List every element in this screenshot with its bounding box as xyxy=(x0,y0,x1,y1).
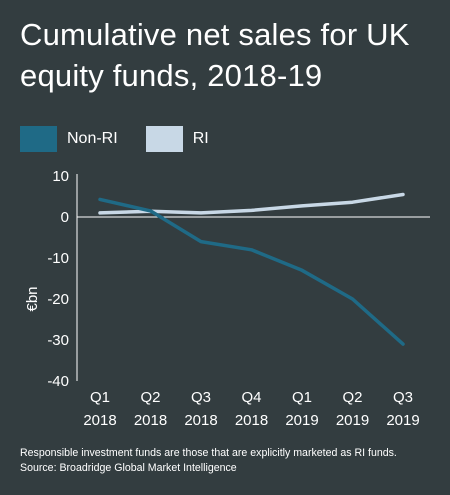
x-tick-quarter: Q3 xyxy=(191,389,211,406)
x-tick-label: Q4 2018 xyxy=(235,389,268,429)
line-chart: 10 0 -10 -20 -30 -40 €bn Q1 2018 Q2 2018 Q3 2018 Q4 20… xyxy=(24,168,430,429)
chart-title: Cumulative net sales for UK equity funds… xyxy=(20,17,410,93)
chart-legend: Non-RI RI xyxy=(20,126,237,152)
x-tick-label: Q1 2018 xyxy=(83,389,116,429)
x-tick-quarter: Q2 xyxy=(140,389,160,406)
y-axis-label: €bn xyxy=(24,286,41,311)
x-tick-quarter: Q4 xyxy=(241,389,261,406)
chart-footnote: Responsible investment funds are those t… xyxy=(20,446,440,476)
x-tick-year: 2019 xyxy=(336,412,369,429)
y-tick-label: -20 xyxy=(47,291,69,308)
x-tick-label: Q3 2018 xyxy=(184,389,217,429)
x-tick-label: Q3 2019 xyxy=(386,389,419,429)
legend-label-non-ri: Non-RI xyxy=(67,130,118,147)
legend-swatch-non-ri xyxy=(20,126,57,152)
footnote-note: Responsible investment funds are those t… xyxy=(20,447,397,459)
x-tick-quarter: Q1 xyxy=(292,389,312,406)
y-tick-label: 0 xyxy=(61,209,69,226)
y-tick-label: 10 xyxy=(52,168,69,185)
x-tick-quarter: Q2 xyxy=(342,389,362,406)
x-tick-year: 2019 xyxy=(285,412,318,429)
x-tick-quarter: Q3 xyxy=(393,389,413,406)
y-tick-label: -10 xyxy=(47,250,69,267)
x-tick-year: 2018 xyxy=(235,412,268,429)
legend-label-ri: RI xyxy=(192,130,209,147)
footnote-source: Source: Broadridge Global Market Intelli… xyxy=(20,462,237,474)
x-tick-year: 2018 xyxy=(184,412,217,429)
x-tick-label: Q2 2019 xyxy=(336,389,369,429)
series-line-non-ri xyxy=(98,197,405,346)
legend-item-ri: RI xyxy=(145,126,209,152)
x-tick-quarter: Q1 xyxy=(90,389,110,406)
legend-item-non-ri: Non-RI xyxy=(20,126,118,152)
y-tick-label: -40 xyxy=(47,373,69,390)
y-tick-label: -30 xyxy=(47,332,69,349)
legend-swatch-ri xyxy=(145,126,183,152)
x-tick-label: Q2 2018 xyxy=(134,389,167,429)
x-tick-year: 2019 xyxy=(386,412,419,429)
x-tick-year: 2018 xyxy=(83,412,116,429)
x-tick-year: 2018 xyxy=(134,412,167,429)
x-tick-label: Q1 2019 xyxy=(285,389,318,429)
